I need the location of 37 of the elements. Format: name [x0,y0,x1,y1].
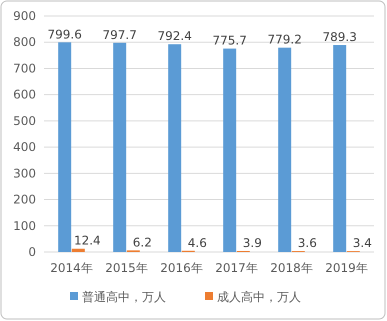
bar [223,48,236,252]
x-tick-label: 2015年 [105,261,148,275]
data-label: 797.7 [102,28,137,42]
bar [72,248,85,252]
data-label: 3.4 [352,236,372,250]
x-tick-label: 2016年 [160,261,203,275]
bar [58,42,72,252]
x-tick-label: 2019年 [325,261,368,275]
x-tick-label: 2017年 [215,261,258,275]
x-tick-label: 2018年 [270,261,313,275]
y-tick-label: 600 [13,88,36,102]
y-tick-label: 200 [13,192,36,207]
y-tick-label: 0 [28,245,36,259]
data-label: 779.2 [267,32,302,47]
y-tick-label: 400 [13,140,36,154]
y-tick-label: 300 [13,166,36,180]
data-label: 4.6 [188,236,207,250]
bar [278,48,292,252]
data-label: 799.6 [47,27,82,42]
data-label: 3.9 [242,236,262,250]
data-label: 12.4 [74,234,101,248]
y-tick-label: 800 [13,35,36,50]
data-label: 792.4 [157,29,192,44]
bar [113,42,126,252]
y-tick-label: 500 [13,114,36,128]
bar [168,44,182,252]
legend-label: 普通高中，万人 [82,290,166,304]
x-tick-label: 2014年 [50,261,93,275]
data-label: 789.3 [322,30,357,44]
y-tick-label: 700 [13,61,36,76]
y-tick-label: 900 [13,9,36,23]
data-label: 775.7 [212,34,247,48]
y-tick-label: 100 [13,218,36,233]
data-label: 3.6 [298,236,317,250]
data-label: 6.2 [132,235,152,250]
bar [333,45,346,252]
legend-label: 成人高中，万人 [217,290,301,304]
